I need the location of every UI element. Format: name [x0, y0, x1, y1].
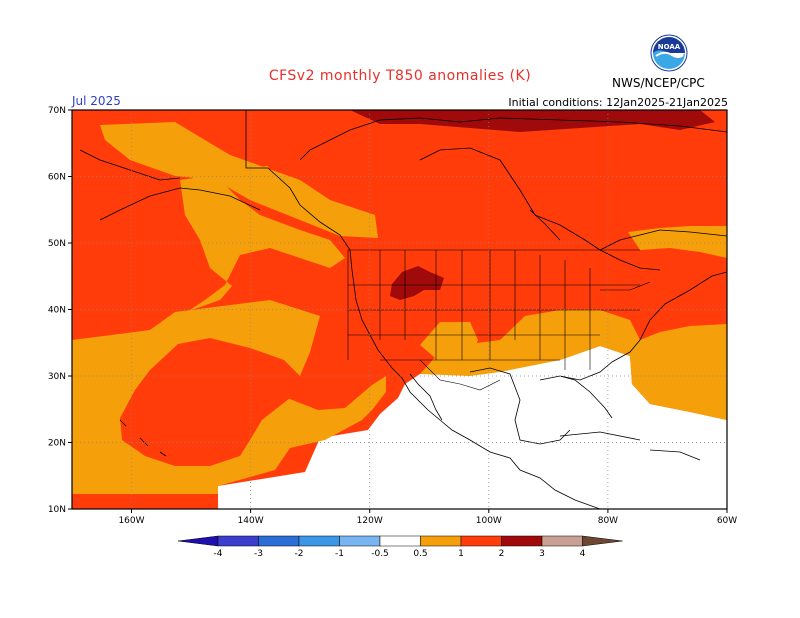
lat-label: 10N: [48, 505, 66, 515]
colorbar-swatch: [258, 535, 300, 547]
agency-label: NWS/NCEP/CPC: [612, 76, 705, 90]
colorbar-swatch: [541, 535, 583, 547]
colorbar-swatch: [501, 535, 543, 547]
colorbar-swatch: [339, 535, 381, 547]
logo-text: NOAA: [658, 43, 681, 51]
colorbar-swatch: [217, 535, 259, 547]
colorbar-tick-label: -1: [335, 549, 344, 559]
colorbar-tick-label: 1: [458, 549, 464, 559]
colorbar-tick-label: -4: [214, 549, 223, 559]
colorbar-arrow-low: [177, 535, 219, 547]
colorbar-swatch: [298, 535, 340, 547]
lat-label: 20N: [48, 439, 66, 449]
noaa-logo-icon: NOAA: [650, 34, 688, 72]
lon-label: 100W: [476, 516, 502, 526]
axis-ticks: [68, 109, 728, 513]
chart-title: CFSv2 monthly T850 anomalies (K): [268, 68, 532, 84]
state-borders: [347, 249, 651, 391]
colorbar-tick-label: 2: [499, 549, 505, 559]
colorbar-swatch: [420, 535, 462, 547]
lon-labels: 160W 140W 120W 100W 80W 60W: [118, 516, 737, 526]
colorbar-swatch: [460, 535, 502, 547]
lon-label: 120W: [357, 516, 383, 526]
colorbar-tick-label: 0.5: [413, 549, 427, 559]
graticule: [72, 110, 727, 509]
colorbar-tick-label: 3: [539, 549, 545, 559]
lat-labels: 70N 60N 50N 40N 30N 20N 10N: [48, 106, 66, 515]
colorbar-tick-label: -2: [295, 549, 304, 559]
anomaly-shading: [72, 110, 727, 509]
coastlines: [79, 110, 727, 509]
lon-label: 160W: [118, 516, 144, 526]
colorbar-tick-label: -3: [254, 549, 263, 559]
lon-label: 140W: [238, 516, 264, 526]
lat-label: 50N: [48, 239, 66, 249]
colorbar-swatch: [379, 535, 421, 547]
lat-label: 30N: [48, 372, 66, 382]
colorbar-tick-label: -0.5: [371, 549, 389, 559]
colorbar-arrow-high: [582, 535, 623, 547]
colorbar: -4 -3 -2 -1 -0.5 0.5 1 2 3 4: [177, 535, 623, 559]
lat-label: 40N: [48, 306, 66, 316]
lat-label: 70N: [48, 106, 66, 116]
lon-label: 80W: [598, 516, 618, 526]
lat-label: 60N: [48, 173, 66, 183]
lon-label: 60W: [717, 516, 737, 526]
colorbar-tick-label: 4: [580, 549, 586, 559]
initial-conditions: Initial conditions: 12Jan2025-21Jan2025: [508, 96, 728, 109]
forecast-month: Jul 2025: [72, 94, 121, 108]
